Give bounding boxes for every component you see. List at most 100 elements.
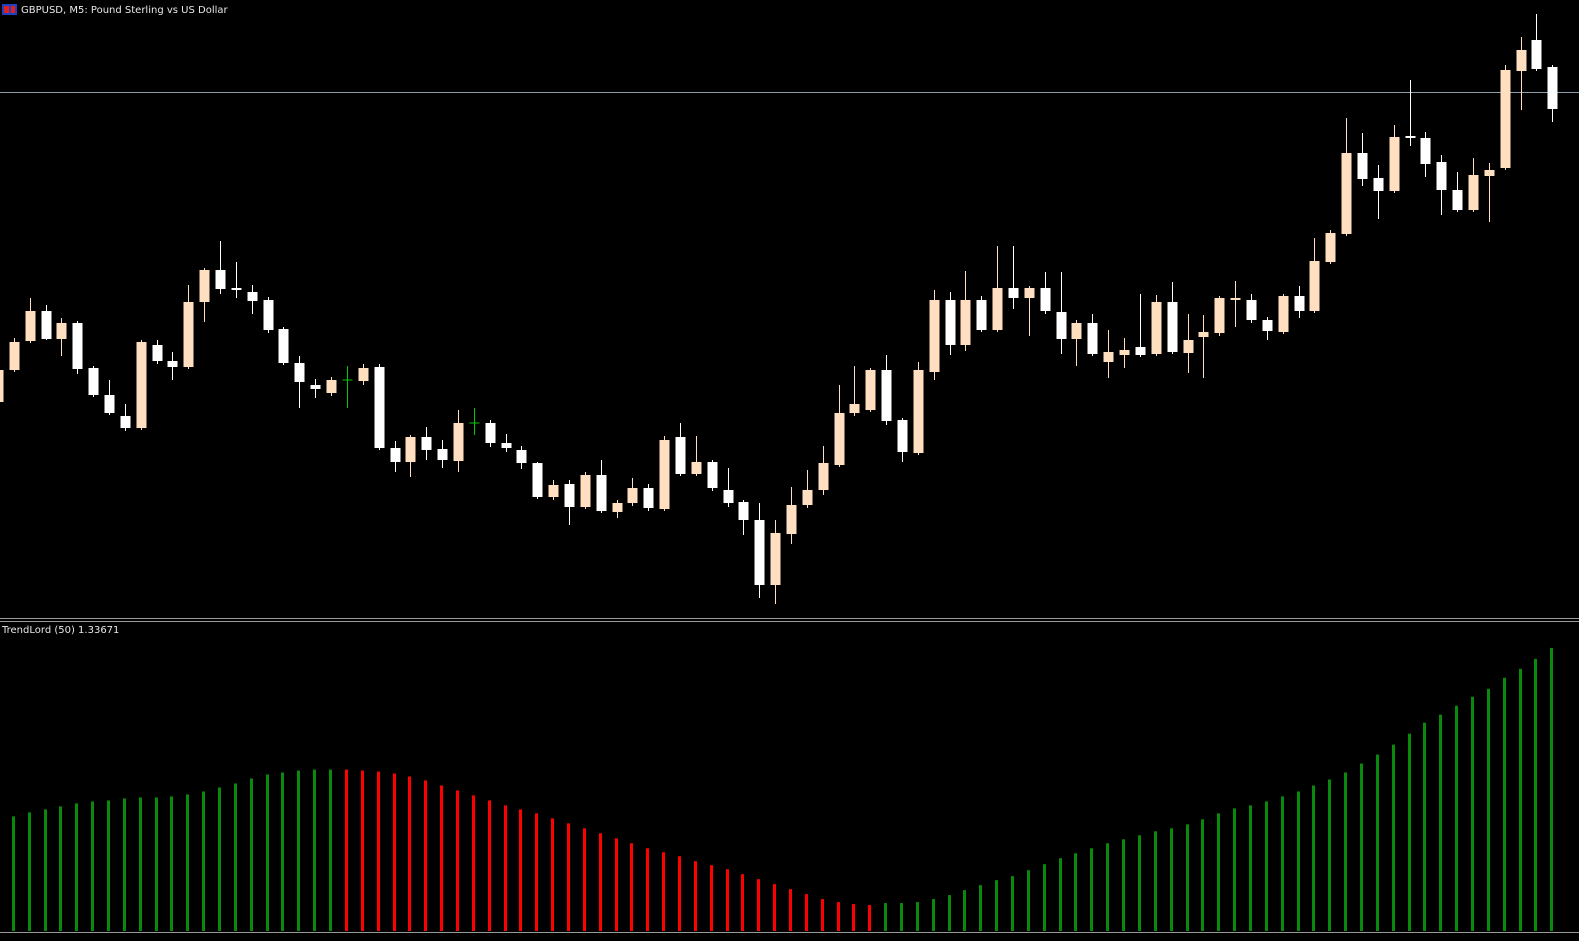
candle-body — [1389, 137, 1400, 191]
candle-body — [580, 475, 591, 507]
candle-body — [358, 368, 369, 381]
histogram-bar — [28, 812, 31, 931]
candle-body — [516, 450, 527, 463]
histogram-bar — [710, 865, 713, 931]
histogram-bar — [741, 874, 744, 931]
candle-body — [1040, 288, 1051, 311]
candle-body — [643, 488, 654, 508]
candle-body — [247, 292, 258, 301]
histogram-bar — [900, 903, 903, 931]
candle-body — [881, 370, 892, 421]
histogram-bar — [1074, 853, 1077, 931]
candle-body — [263, 300, 274, 330]
candle-body — [960, 300, 971, 345]
histogram-bar — [1360, 763, 1363, 931]
candle-body — [405, 437, 416, 462]
histogram-bar — [1439, 714, 1442, 931]
candle-body — [1468, 175, 1479, 210]
histogram-bar — [1059, 858, 1062, 931]
candle-body — [707, 462, 718, 488]
histogram-bar — [1170, 828, 1173, 931]
histogram-bar — [599, 833, 602, 931]
candle-body — [152, 345, 163, 361]
histogram-bar — [424, 780, 427, 931]
candle-body — [453, 423, 464, 461]
histogram-bar — [535, 813, 538, 931]
candle-body — [231, 288, 242, 290]
histogram-bar — [281, 772, 284, 931]
candle-body — [278, 329, 289, 363]
candle-body — [294, 363, 305, 382]
candle-body — [675, 437, 686, 474]
candle-body — [1087, 323, 1098, 354]
candle-body — [1405, 136, 1416, 138]
histogram-bar — [821, 899, 824, 931]
histogram-bar — [773, 884, 776, 931]
candle-body — [1294, 296, 1305, 311]
candle-body — [199, 270, 210, 302]
histogram-bar — [202, 791, 205, 931]
histogram-bar — [916, 902, 919, 931]
histogram-bar — [551, 818, 554, 931]
histogram-bar — [250, 778, 253, 931]
candle-body — [1119, 350, 1130, 355]
histogram-bar — [456, 790, 459, 931]
histogram-bar — [1297, 791, 1300, 931]
candle-body — [1373, 178, 1384, 191]
histogram-bar — [1027, 870, 1030, 931]
candle-body — [88, 368, 99, 395]
histogram-bar — [1281, 796, 1284, 931]
histogram-bar — [44, 809, 47, 931]
histogram-bar — [170, 796, 173, 931]
histogram-bar — [1043, 864, 1046, 931]
candle-body — [723, 490, 734, 503]
histogram-bar — [1519, 668, 1522, 931]
candle-body — [659, 440, 670, 509]
histogram-bar — [1392, 744, 1395, 931]
candle-body — [1547, 67, 1558, 109]
candle-body — [1357, 153, 1368, 179]
histogram-bar — [218, 787, 221, 931]
candle-body — [326, 380, 337, 393]
histogram-bar — [1487, 688, 1490, 931]
candle-body — [310, 385, 321, 389]
candle-body — [136, 342, 147, 428]
candle-body — [167, 361, 178, 367]
candle-body — [818, 463, 829, 490]
candle-body — [1452, 190, 1463, 210]
histogram-bar — [1328, 779, 1331, 931]
histogram-bar — [948, 895, 951, 931]
candle-body — [627, 488, 638, 503]
indicator-title: TrendLord (50) 1.33671 — [1, 625, 119, 636]
candle-body — [1531, 40, 1542, 69]
histogram-bar — [567, 823, 570, 931]
histogram-bar — [345, 769, 348, 931]
candle-body — [1309, 261, 1320, 311]
histogram-bar — [1122, 839, 1125, 931]
candle-body — [548, 485, 559, 497]
histogram-bar — [488, 800, 491, 931]
candle-body — [1167, 302, 1178, 352]
candle-body — [929, 300, 940, 372]
candle-body — [374, 367, 385, 448]
histogram-bar — [1106, 843, 1109, 931]
histogram-bar — [139, 797, 142, 931]
histogram-bar — [1534, 658, 1537, 931]
histogram-bar — [852, 904, 855, 931]
histogram-bar — [59, 806, 62, 931]
candle-body — [1325, 233, 1336, 262]
candle-body — [865, 370, 876, 410]
chart-title: GBPUSD, M5: Pound Sterling vs US Dollar — [21, 5, 229, 16]
histogram-bar — [393, 773, 396, 931]
candle-body — [501, 443, 512, 448]
candle-body — [1516, 50, 1527, 71]
candle-body — [485, 423, 496, 443]
candle-body — [390, 448, 401, 462]
candle-body — [897, 420, 908, 452]
histogram-bar — [868, 905, 871, 931]
candle-body — [1198, 332, 1209, 337]
candle-body — [849, 404, 860, 413]
candle-body — [215, 270, 226, 289]
